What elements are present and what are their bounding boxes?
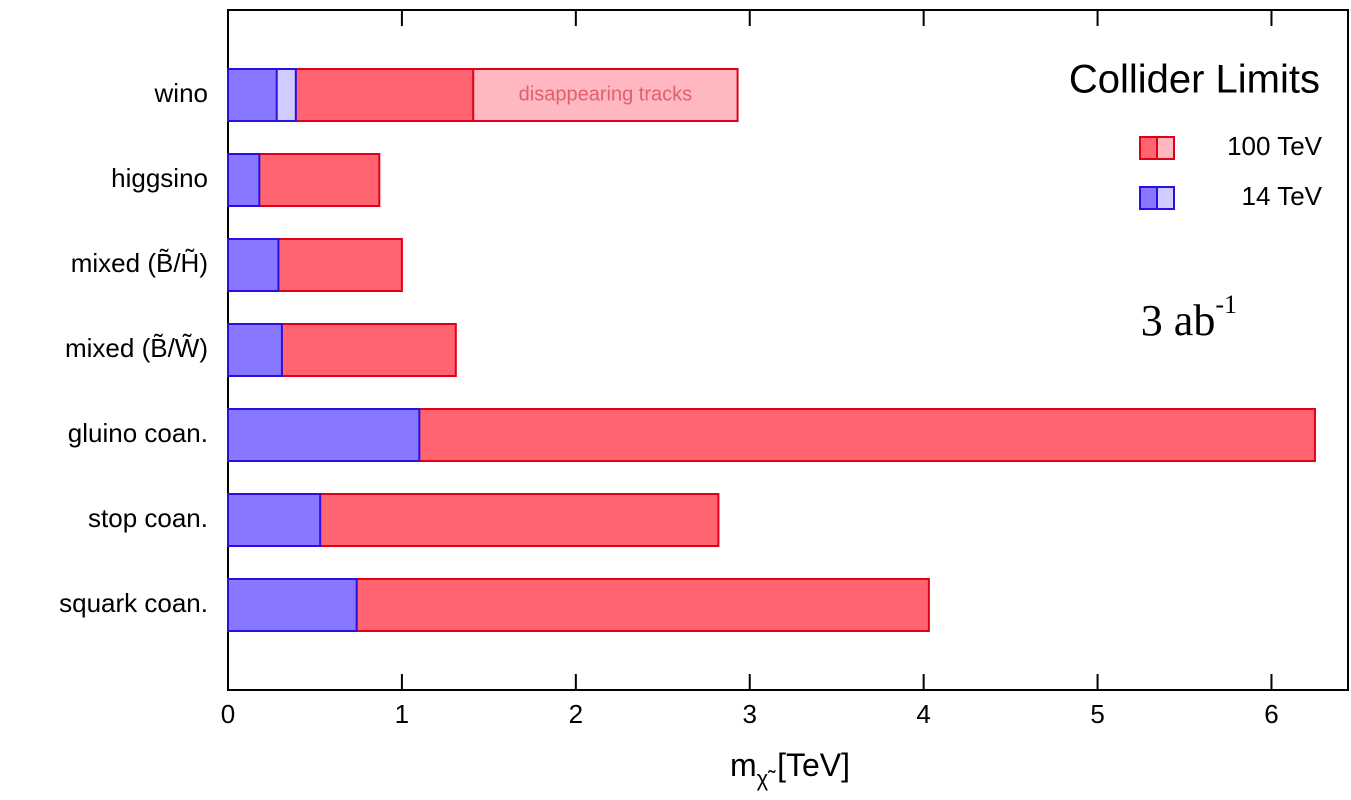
bar bbox=[227, 493, 322, 547]
y-tick-label: squark coan. bbox=[59, 588, 208, 618]
x-tick-label: 0 bbox=[221, 699, 235, 729]
bar bbox=[227, 238, 280, 292]
bar bbox=[227, 323, 283, 377]
legend-label: 100 TeV bbox=[1227, 131, 1323, 161]
legend-swatch-light bbox=[1156, 186, 1175, 210]
luminosity: 3 ab-1 bbox=[1141, 290, 1237, 345]
x-axis-title: mχ̃ [TeV] bbox=[730, 747, 850, 790]
x-tick-label: 6 bbox=[1264, 699, 1278, 729]
luminosity-sup: -1 bbox=[1215, 290, 1237, 319]
y-tick-label: higgsino bbox=[111, 163, 208, 193]
bar bbox=[227, 68, 278, 122]
x-tick-label: 1 bbox=[395, 699, 409, 729]
y-tick-label: mixed (B̃/H̃) bbox=[71, 248, 208, 278]
y-tick-label: mixed (B̃/W̃) bbox=[65, 333, 208, 363]
x-tick-label: 3 bbox=[743, 699, 757, 729]
x-label-main: m bbox=[730, 747, 757, 783]
annotation: disappearing tracks bbox=[519, 83, 692, 105]
legend-label: 14 TeV bbox=[1242, 181, 1323, 211]
x-tick-label: 2 bbox=[569, 699, 583, 729]
y-tick-label: gluino coan. bbox=[68, 418, 208, 448]
bar bbox=[227, 153, 261, 207]
legend-swatch bbox=[1139, 186, 1158, 210]
chart-title: Collider Limits bbox=[1069, 58, 1320, 102]
x-label-rest: [TeV] bbox=[768, 747, 850, 783]
y-tick-label: wino bbox=[154, 78, 208, 108]
x-tick-label: 4 bbox=[916, 699, 930, 729]
legend-swatch bbox=[1139, 136, 1158, 160]
bar bbox=[227, 408, 421, 462]
luminosity-text: 3 ab bbox=[1141, 296, 1216, 345]
y-tick-label: stop coan. bbox=[88, 503, 208, 533]
x-tick-label: 5 bbox=[1090, 699, 1104, 729]
bar bbox=[227, 578, 358, 632]
legend-swatch-light bbox=[1156, 136, 1175, 160]
